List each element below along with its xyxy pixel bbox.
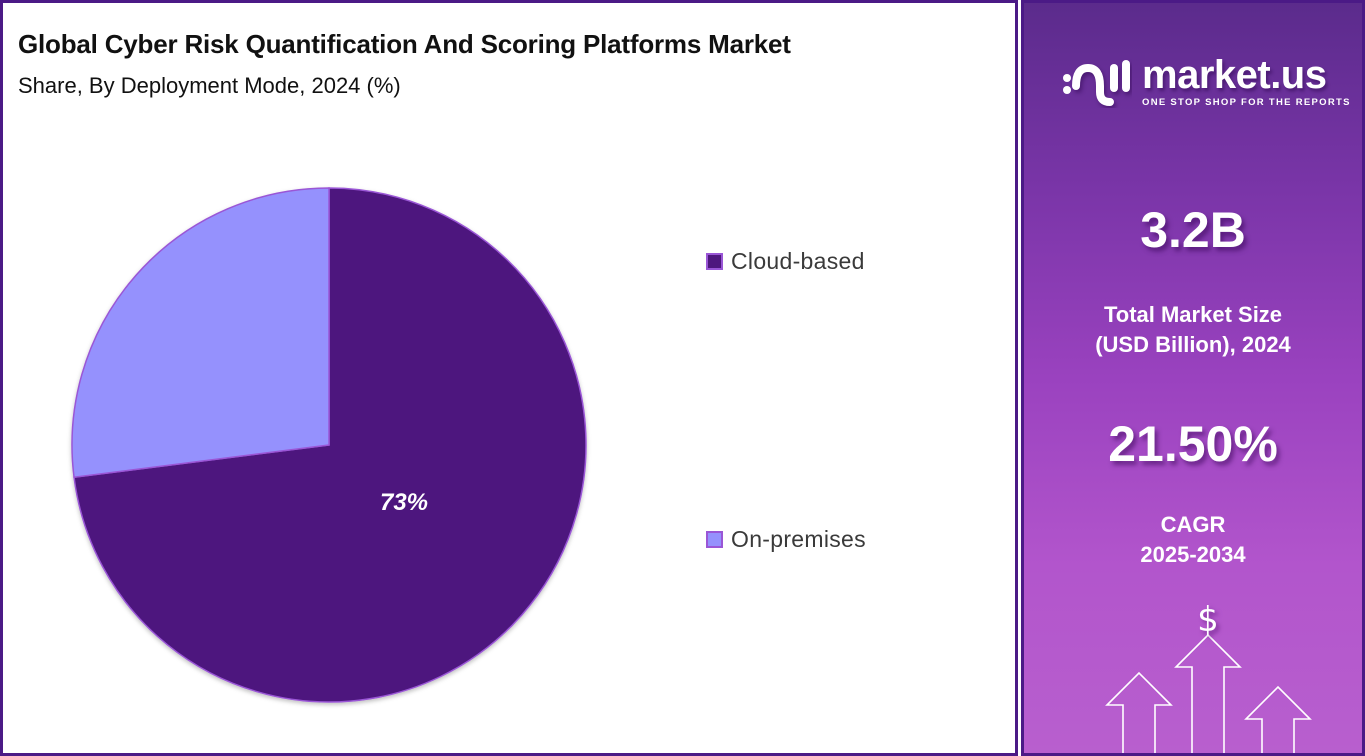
legend-label: Cloud-based bbox=[731, 248, 865, 274]
legend-swatch-on-premises bbox=[706, 531, 723, 548]
dollar-icon: $ bbox=[1197, 600, 1219, 640]
cagr-value: 21.50% bbox=[1108, 416, 1278, 472]
market-us-logo-icon bbox=[1063, 59, 1130, 106]
growth-arrows-icon: $ bbox=[1105, 600, 1312, 753]
legend-item-cloud-based[interactable]: Cloud-based bbox=[706, 248, 865, 275]
legend-item-on-premises[interactable]: On-premises bbox=[706, 526, 866, 553]
chart-title: Global Cyber Risk Quantification And Sco… bbox=[18, 29, 791, 59]
pie-data-label: 73% bbox=[380, 489, 428, 516]
brand-logo: market.us ONE STOP SHOP FOR THE REPORTS bbox=[1062, 55, 1351, 108]
pie-svg: 73% bbox=[71, 187, 587, 703]
market-size-label-line1: Total Market Size bbox=[1103, 302, 1283, 327]
cagr-label-line1: CAGR bbox=[1160, 512, 1226, 537]
market-size-label-line2: (USD Billion), 2024 bbox=[1095, 332, 1291, 357]
legend-swatch-cloud-based bbox=[706, 253, 723, 270]
pie-chart: 73% Cloud-based On-premises bbox=[71, 187, 866, 703]
arrow-center-icon bbox=[1174, 633, 1242, 753]
legend-label: On-premises bbox=[731, 526, 866, 552]
brand-tagline: ONE STOP SHOP FOR THE REPORTS bbox=[1142, 97, 1351, 108]
arrow-left-icon bbox=[1105, 671, 1173, 753]
market-size-value: 3.2B bbox=[1140, 202, 1246, 258]
pie-slice-on-premises[interactable] bbox=[71, 187, 330, 479]
summary-sidebar: market.us ONE STOP SHOP FOR THE REPORTS … bbox=[1021, 0, 1365, 756]
brand-name: market.us bbox=[1142, 53, 1327, 97]
cagr-label-line2: 2025-2034 bbox=[1140, 542, 1246, 567]
pie-slice-cloud-based[interactable] bbox=[73, 187, 587, 703]
arrow-right-icon bbox=[1244, 685, 1312, 753]
chart-subtitle: Share, By Deployment Mode, 2024 (%) bbox=[18, 73, 401, 98]
